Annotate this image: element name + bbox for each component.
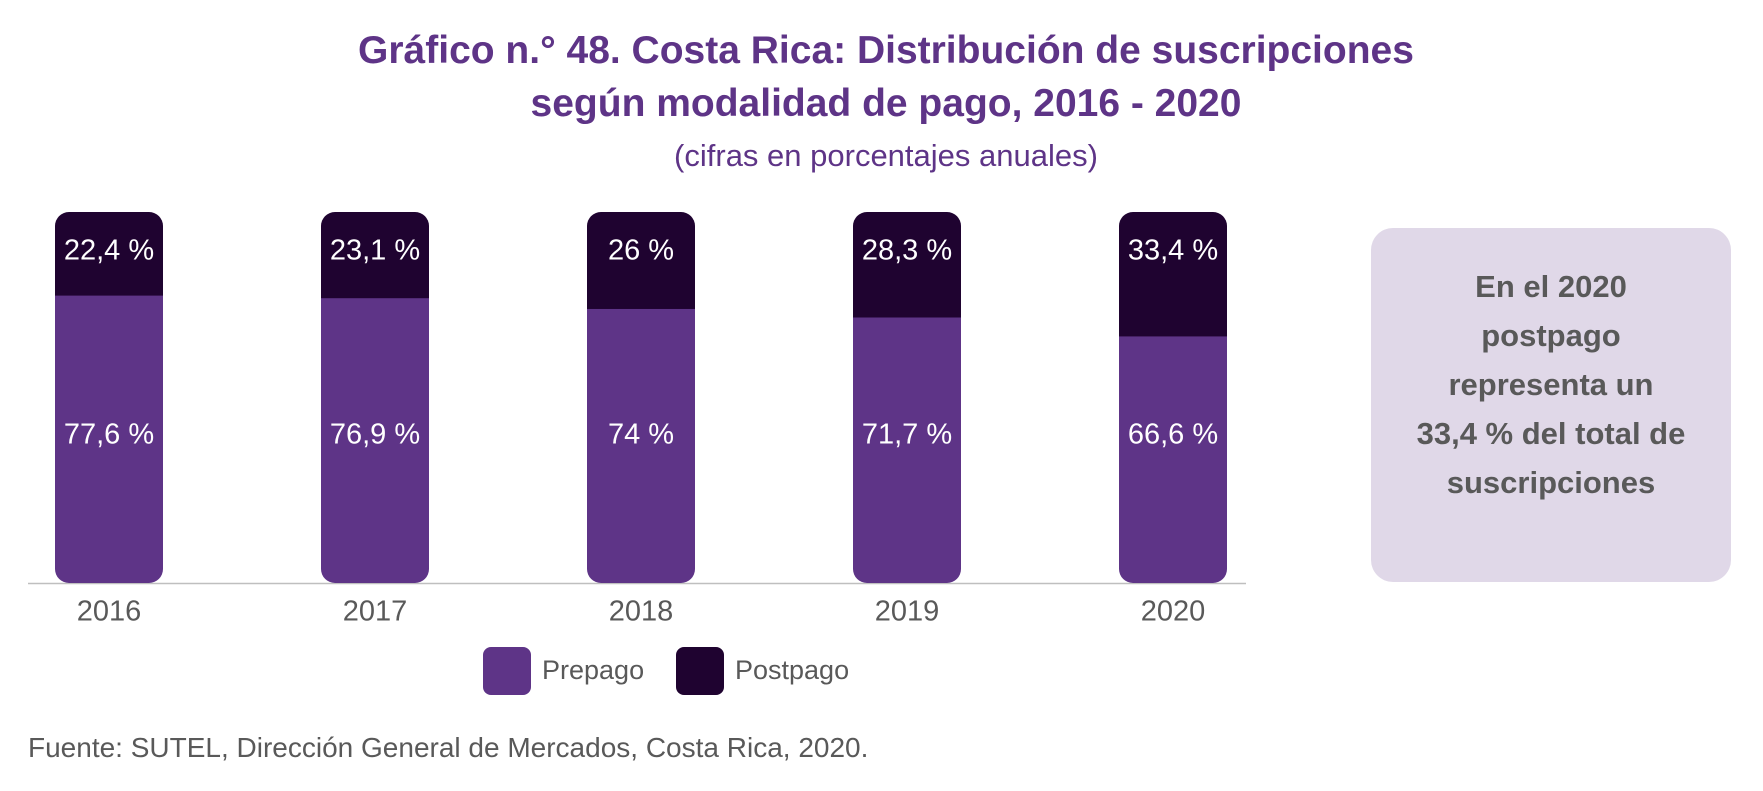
bar-postpago-2020 xyxy=(1119,212,1227,337)
data-label-postpago-2018: 26 % xyxy=(608,235,674,267)
bar-prepago-2018 xyxy=(587,308,695,583)
data-label-prepago-2018: 74 % xyxy=(608,419,674,451)
source-note: Fuente: SUTEL, Dirección General de Merc… xyxy=(28,732,869,763)
callout-text: En el 2020 postpago representa un 33,4 %… xyxy=(1371,262,1731,507)
data-label-postpago-2016: 22,4 % xyxy=(64,235,154,267)
data-label-postpago-2019: 28,3 % xyxy=(862,235,952,267)
callout-line-1: En el 2020 xyxy=(1475,269,1627,304)
callout-line-3: representa un xyxy=(1448,367,1654,402)
x-tick-label-2016: 2016 xyxy=(77,596,142,628)
bar-group-2017 xyxy=(321,212,429,583)
bar-prepago-2019 xyxy=(853,316,961,583)
x-tick-label-2017: 2017 xyxy=(343,596,408,628)
chart-title-line-2: según modalidad de pago, 2016 - 2020 xyxy=(530,82,1242,125)
bar-postpago-2016 xyxy=(55,212,163,296)
legend-swatch-prepago xyxy=(483,647,531,695)
data-label-prepago-2019: 71,7 % xyxy=(862,419,952,451)
bar-prepago-2020 xyxy=(1119,335,1227,583)
data-label-postpago-2020: 33,4 % xyxy=(1128,235,1218,267)
stacked-bar-chart: 77,6 % 22,4 % 2016 76,9 % 23,1 % 2017 74 % 26 %… xyxy=(28,212,1246,695)
callout-line-2: postpago xyxy=(1481,318,1621,353)
data-label-prepago-2020: 66,6 % xyxy=(1128,419,1218,451)
bar-group-2019 xyxy=(853,212,961,583)
bar-postpago-2019 xyxy=(853,212,961,318)
legend-label-prepago: Prepago xyxy=(542,655,644,685)
data-label-prepago-2017: 76,9 % xyxy=(330,419,420,451)
bar-group-2020 xyxy=(1119,212,1227,583)
bar-postpago-2018 xyxy=(587,212,695,309)
legend-label-postpago: Postpago xyxy=(735,655,849,685)
callout-line-4: 33,4 % del total de xyxy=(1416,416,1686,451)
bar-prepago-2016 xyxy=(55,295,163,583)
bar-postpago-2017 xyxy=(321,212,429,299)
callout-line-5: suscripciones xyxy=(1446,465,1656,500)
x-tick-label-2020: 2020 xyxy=(1141,596,1206,628)
chart-title-line-1: Gráfico n.° 48. Costa Rica: Distribución… xyxy=(358,29,1414,72)
chart-subtitle: (cifras en porcentajes anuales) xyxy=(674,138,1098,173)
x-tick-label-2019: 2019 xyxy=(875,596,940,628)
bar-group-2018 xyxy=(587,212,695,583)
data-label-postpago-2017: 23,1 % xyxy=(330,235,420,267)
x-tick-label-2018: 2018 xyxy=(609,596,674,628)
data-label-prepago-2016: 77,6 % xyxy=(64,419,154,451)
legend-swatch-postpago xyxy=(676,647,724,695)
bar-prepago-2017 xyxy=(321,297,429,583)
callout-box: En el 2020 postpago representa un 33,4 %… xyxy=(1371,228,1731,582)
bar-group-2016 xyxy=(55,212,163,583)
